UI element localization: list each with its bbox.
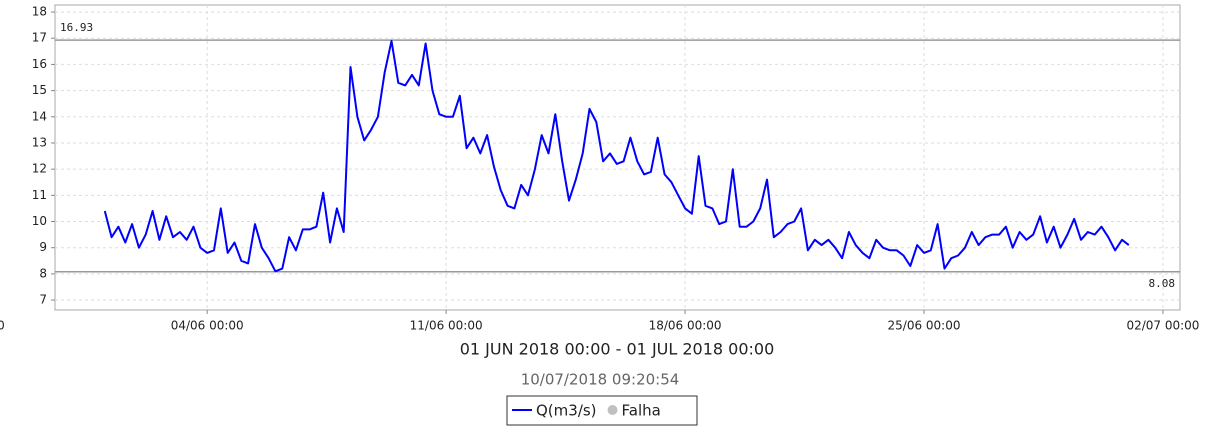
y-tick-label: 15 [32, 83, 47, 97]
y-tick-label: 8 [39, 266, 47, 280]
y-tick-label: 14 [32, 109, 47, 123]
y-tick-label: 9 [39, 240, 47, 254]
y-tick-label: 7 [39, 293, 47, 307]
y-tick-label: 11 [32, 188, 47, 202]
x-tick-label: 04/06 00:00 [171, 319, 244, 333]
legend [506, 395, 698, 426]
x-tick-label: 18/06 00:00 [649, 319, 722, 333]
reference-label: 8.08 [1149, 277, 1176, 290]
data-line [103, 39, 1130, 273]
x-tick-label: 28/05 00:00 [0, 319, 5, 333]
y-tick-label: 17 [32, 31, 47, 45]
legend-label: Falha [622, 402, 661, 420]
x-tick-label: 02/07 00:00 [1126, 319, 1199, 333]
legend-marker [607, 405, 618, 415]
x-tick-label: 11/06 00:00 [410, 319, 483, 333]
x-tick-label: 25/06 00:00 [888, 319, 961, 333]
chart-subtitle: 01 JUN 2018 00:00 - 01 JUL 2018 00:00 [460, 340, 775, 359]
legend-label: Q(m3/s) [536, 402, 597, 420]
y-tick-label: 16 [32, 57, 47, 71]
y-tick-label: 18 [32, 5, 47, 19]
reference-label: 16.93 [60, 21, 93, 34]
y-tick-label: 13 [32, 135, 47, 149]
y-tick-label: 10 [32, 214, 47, 228]
annotation: 10/07/2018 09:20:54 [521, 371, 680, 389]
y-tick-label: 12 [32, 162, 47, 176]
plot-area [54, 4, 1181, 311]
